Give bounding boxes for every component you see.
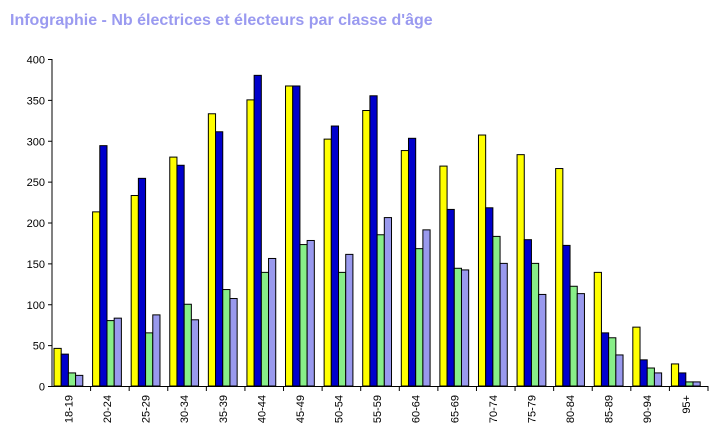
bar-70-74-s4	[499, 262, 508, 387]
bar-45-49-s1	[285, 85, 294, 387]
bar-60-64-s4	[422, 229, 431, 387]
bar-45-49-s3	[299, 244, 308, 387]
bar-90-94-s2	[639, 359, 648, 387]
bar-70-74-s1	[477, 134, 487, 387]
bar-75-79-s2	[523, 239, 532, 387]
bar-75-79-s1	[516, 154, 525, 387]
y-tick-label: 400	[27, 55, 45, 67]
x-tick-label: 50-54	[334, 395, 346, 423]
bar-30-34-s3	[183, 303, 192, 387]
bar-40-44-s3	[260, 271, 270, 387]
y-tick-label: 0	[39, 382, 45, 394]
bar-80-84-s1	[555, 168, 564, 387]
bar-40-44-s1	[246, 99, 255, 387]
bar-75-79-s4	[538, 293, 547, 387]
x-tick-label: 35-39	[218, 395, 230, 423]
x-tick-label: 18-19	[63, 395, 75, 423]
bar-95plus-s3	[685, 381, 694, 387]
bar-85-89-s1	[593, 271, 602, 387]
bar-80-84-s4	[576, 293, 585, 387]
bar-55-59-s2	[369, 95, 378, 387]
x-tick-label: 95+	[681, 395, 693, 414]
y-tick-label: 300	[27, 136, 45, 148]
x-tick-label: 60-64	[411, 395, 423, 423]
bar-35-39-s3	[222, 289, 231, 387]
x-tick-label: 55-59	[372, 395, 384, 423]
bar-20-24-s2	[99, 145, 108, 387]
bar-60-64-s1	[400, 150, 409, 387]
bar-25-29-s3	[145, 332, 154, 387]
bar-55-59-s4	[383, 217, 393, 387]
bar-18-19-s4	[75, 374, 84, 387]
bar-95plus-s1	[670, 363, 680, 387]
bar-65-69-s4	[460, 269, 470, 387]
x-tick-label: 30-34	[179, 395, 191, 423]
bar-25-29-s2	[137, 177, 147, 387]
bar-40-44-s4	[268, 257, 277, 387]
bar-55-59-s3	[376, 234, 385, 387]
bar-65-69-s2	[446, 208, 455, 387]
bar-40-44-s2	[253, 74, 262, 387]
bar-60-64-s3	[415, 248, 424, 387]
chart-title: Infographie - Nb électrices et électeurs…	[10, 12, 433, 29]
bar-65-69-s1	[439, 165, 448, 387]
bar-35-39-s2	[215, 131, 224, 387]
bar-30-34-s4	[190, 319, 200, 387]
x-tick-label: 25-29	[141, 395, 153, 423]
bar-90-94-s1	[632, 326, 641, 387]
bar-80-84-s2	[562, 244, 571, 387]
bar-50-54-s2	[330, 125, 340, 387]
bar-50-54-s4	[345, 253, 354, 387]
bar-45-49-s2	[292, 85, 301, 387]
y-tick-label: 150	[27, 259, 45, 271]
bar-50-54-s1	[323, 138, 332, 387]
bar-85-89-s4	[615, 354, 624, 387]
x-tick-label: 45-49	[295, 395, 307, 423]
y-axis: 0 50 100 150 200 250 300 350 400	[27, 55, 53, 394]
bar-60-64-s2	[407, 137, 417, 387]
bar-18-19-s3	[67, 372, 77, 387]
x-axis: 18-19 20-24 25-29 30-34 35-39 40-44 45-49 50-54…	[52, 386, 709, 423]
bar-25-29-s4	[152, 314, 161, 387]
bar-30-34-s1	[169, 156, 178, 387]
bar-75-79-s3	[530, 262, 540, 387]
bar-65-69-s3	[453, 267, 462, 387]
bar-70-74-s2	[485, 207, 494, 387]
bar-95plus-s4	[692, 381, 701, 387]
bar-90-94-s4	[653, 372, 663, 387]
y-tick-label: 350	[27, 95, 45, 107]
bar-85-89-s3	[608, 337, 617, 387]
x-tick-label: 90-94	[642, 395, 654, 423]
x-tick-label: 75-79	[526, 395, 538, 423]
bar-85-89-s2	[600, 332, 610, 387]
bar-80-84-s3	[569, 285, 578, 387]
bar-18-19-s1	[53, 347, 62, 387]
bar-18-19-s2	[60, 353, 69, 387]
x-tick-label: 70-74	[488, 395, 500, 423]
bars	[53, 74, 701, 387]
x-tick-label: 80-84	[565, 395, 577, 423]
bar-55-59-s1	[362, 110, 371, 387]
y-tick-label: 200	[27, 218, 45, 230]
bar-25-29-s1	[130, 195, 139, 387]
bar-30-34-s2	[176, 164, 185, 387]
x-tick-label: 85-89	[604, 395, 616, 423]
y-tick-label: 50	[33, 341, 45, 353]
bar-20-24-s1	[92, 211, 101, 387]
bar-70-74-s3	[492, 235, 501, 387]
bar-20-24-s3	[106, 320, 115, 387]
bar-95plus-s2	[678, 372, 687, 387]
y-tick-label: 100	[27, 300, 45, 312]
y-tick-label: 250	[27, 177, 45, 189]
bar-20-24-s4	[113, 317, 122, 387]
bar-90-94-s3	[646, 367, 655, 387]
bar-35-39-s4	[229, 298, 238, 387]
x-tick-label: 65-69	[449, 395, 461, 423]
x-tick-label: 20-24	[102, 395, 114, 423]
bar-45-49-s4	[306, 239, 315, 387]
x-tick-label: 40-44	[256, 395, 268, 423]
bar-50-54-s3	[338, 271, 347, 387]
bar-35-39-s1	[207, 113, 217, 387]
